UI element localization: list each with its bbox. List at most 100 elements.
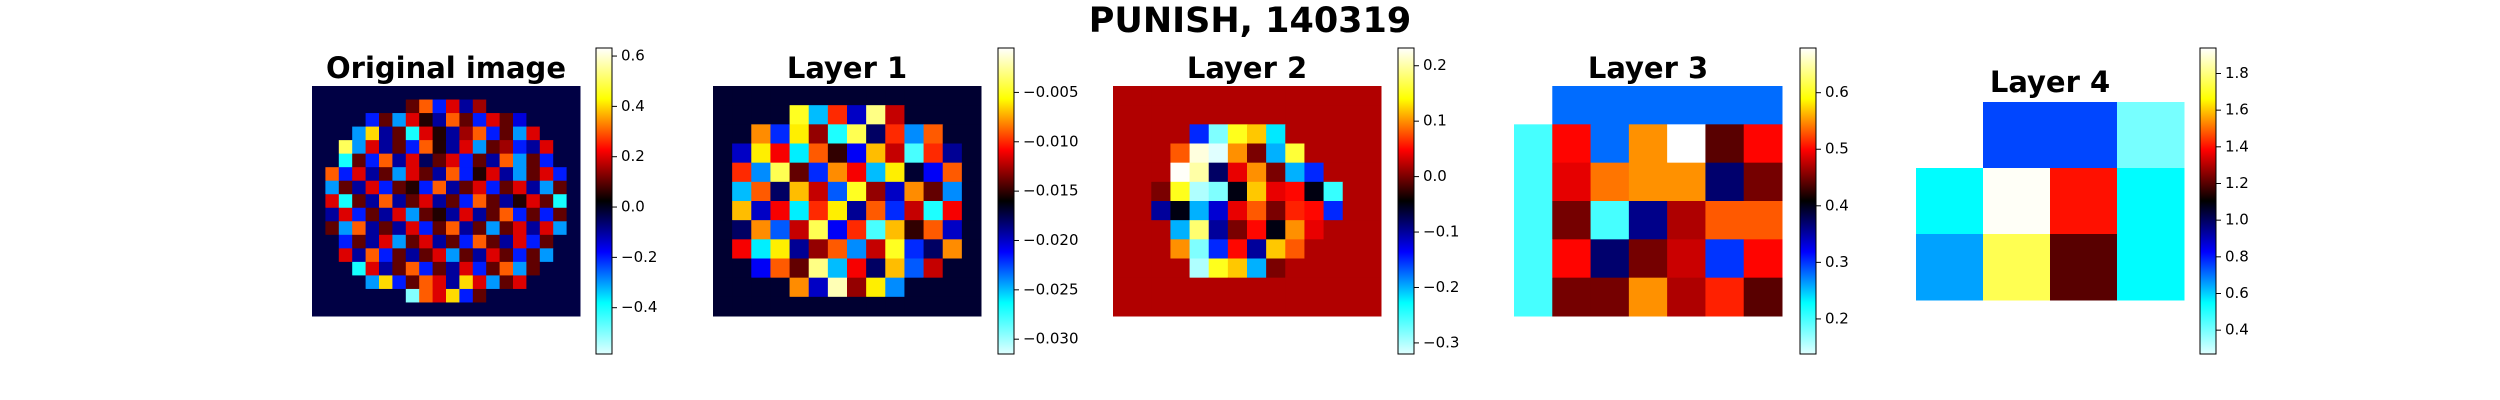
heatmap-cell: [732, 296, 752, 317]
heatmap-cell: [432, 194, 447, 209]
figure-title: PUNISH, 140319: [1089, 1, 1412, 41]
heatmap-cell: [472, 86, 487, 101]
heatmap-cell: [566, 99, 581, 114]
heatmap-cell: [486, 99, 501, 114]
heatmap-cell: [472, 113, 487, 128]
heatmap-cell: [1266, 143, 1286, 164]
heatmap-cell: [923, 181, 944, 202]
heatmap-cell: [539, 302, 554, 317]
heatmap-cell: [847, 105, 867, 125]
heatmap-cell: [713, 162, 733, 183]
colorbar-tick-label: −0.030: [1023, 330, 1079, 348]
heatmap-cell: [539, 234, 554, 249]
heatmap-cell: [379, 140, 393, 155]
heatmap-cell: [486, 180, 501, 195]
heatmap-cell: [472, 275, 487, 290]
heatmap-cell: [1285, 296, 1305, 317]
heatmap-cell: [1189, 296, 1210, 317]
heatmap-cell: [1189, 143, 1210, 164]
heatmap-cell: [1667, 124, 1706, 164]
heatmap-cell: [486, 86, 501, 101]
heatmap-cell: [1247, 201, 1267, 221]
heatmap-cell: [1342, 162, 1363, 183]
heatmap-cell: [1113, 220, 1133, 240]
heatmap-cell: [352, 207, 367, 222]
heatmap-cell: [1916, 234, 1984, 301]
heatmap-cell: [732, 220, 752, 240]
heatmap-cell: [904, 86, 925, 106]
heatmap-cell: [1323, 124, 1344, 144]
colorbar-tick-label: −0.020: [1023, 231, 1079, 249]
heatmap-cell: [472, 180, 487, 195]
heatmap-cell: [1628, 124, 1668, 164]
heatmap-cell: [942, 105, 963, 125]
heatmap-cell: [312, 180, 326, 195]
heatmap-cell: [1743, 201, 1783, 240]
heatmap-cell: [513, 194, 527, 209]
colorbar: [997, 47, 1015, 355]
heatmap-cell: [446, 99, 460, 114]
heatmap-cell: [432, 126, 447, 141]
heatmap-cell: [513, 302, 527, 317]
heatmap-cell: [1189, 124, 1210, 144]
heatmap-cell: [1304, 258, 1325, 279]
heatmap-cell: [459, 153, 474, 168]
heatmap-cell: [539, 180, 554, 195]
heatmap-cell: [1189, 162, 1210, 183]
heatmap-cell: [961, 296, 982, 317]
heatmap-cell: [352, 126, 367, 141]
heatmap-cell: [1285, 143, 1305, 164]
heatmap-cell: [566, 113, 581, 128]
heatmap-cell: [1552, 201, 1592, 240]
heatmap-cell: [553, 234, 568, 249]
colorbar-tick-label: 0.6: [2225, 284, 2249, 302]
heatmap-cell: [566, 167, 581, 182]
heatmap-cell: [365, 234, 380, 249]
heatmap-cell: [1208, 239, 1229, 259]
heatmap-cell: [847, 181, 867, 202]
heatmap-cell: [1285, 258, 1305, 279]
heatmap-cell: [539, 261, 554, 276]
heatmap-cell: [352, 194, 367, 209]
heatmap-cell: [1227, 201, 1248, 221]
heatmap-cell: [1247, 258, 1267, 279]
colorbar-tick-label: 1.6: [2225, 101, 2249, 119]
heatmap-cell: [432, 180, 447, 195]
heatmap-cell: [352, 275, 367, 290]
heatmap-cell: [770, 258, 791, 279]
panel: Layer 3 0.6 0.5 0.4 0.3 0.2: [1514, 47, 1849, 355]
heatmap-cell: [1113, 86, 1133, 106]
heatmap-cell: [432, 261, 447, 276]
colorbar-tick-label: 0.4: [2225, 321, 2249, 339]
heatmap-cell: [1266, 124, 1286, 144]
heatmap-cell: [961, 201, 982, 221]
heatmap-cell: [526, 302, 541, 317]
heatmap-cell: [1266, 162, 1286, 183]
heatmap-cell: [1342, 277, 1363, 298]
heatmap-cell: [312, 140, 326, 155]
heatmap-cell: [1590, 162, 1630, 202]
heatmap-cell: [904, 124, 925, 144]
heatmap-cell: [553, 180, 568, 195]
heatmap-cell: [751, 105, 771, 125]
heatmap-cell: [808, 277, 829, 298]
heatmap-cell: [1628, 86, 1668, 125]
heatmap-cell: [566, 194, 581, 209]
heatmap-cell: [1514, 277, 1553, 317]
heatmap-cell: [499, 207, 514, 222]
heatmap-cell: [789, 277, 810, 298]
heatmap-cell: [942, 239, 963, 259]
heatmap-cell: [789, 86, 810, 106]
heatmap-cell: [432, 140, 447, 155]
heatmap-cell: [1342, 258, 1363, 279]
heatmap-cell: [1983, 234, 2051, 301]
heatmap-cell: [392, 167, 407, 182]
heatmap-cell: [1170, 201, 1191, 221]
heatmap-cell: [923, 124, 944, 144]
heatmap-cell: [526, 126, 541, 141]
heatmap-cell: [446, 248, 460, 263]
heatmap-cell: [847, 201, 867, 221]
heatmap-cell: [379, 113, 393, 128]
heatmap-cell: [486, 221, 501, 236]
heatmap-cell: [732, 201, 752, 221]
